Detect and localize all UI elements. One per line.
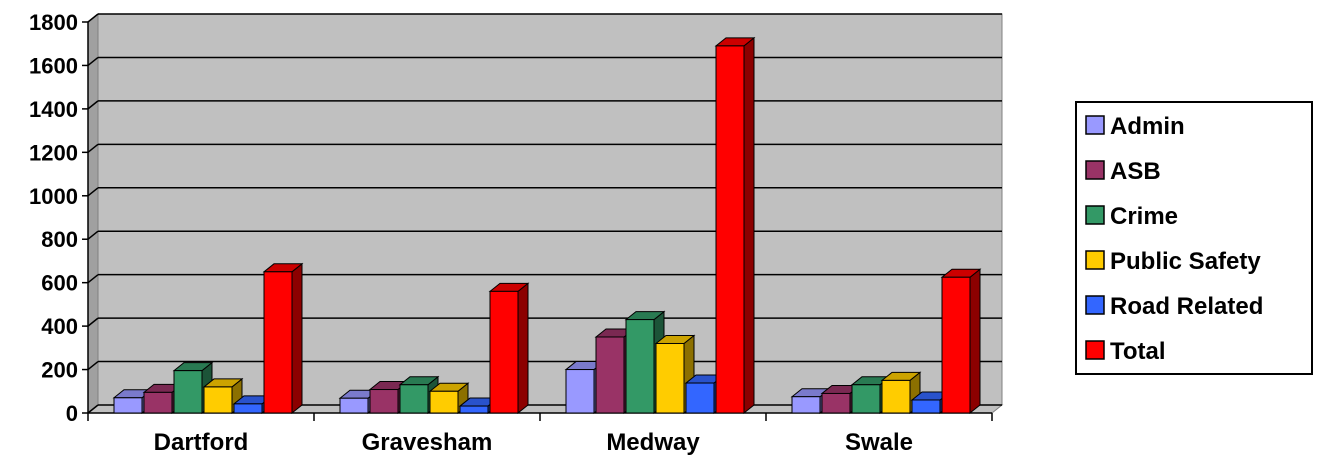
- bar-front: [459, 405, 489, 414]
- bar-total: [488, 282, 530, 415]
- gridline-side: [87, 187, 99, 197]
- legend-swatch: [1085, 340, 1105, 360]
- legend-item: Total: [1085, 338, 1166, 365]
- bar-front: [881, 379, 911, 414]
- bar-side: [517, 282, 529, 415]
- gridline-side: [87, 274, 99, 284]
- legend: Admin ASB Crime Public Safety Road Related To…: [1075, 101, 1313, 375]
- bar-crime: [172, 361, 214, 415]
- y-tick-label: 0: [66, 401, 78, 426]
- gridline-side: [87, 360, 99, 371]
- legend-item: Admin: [1085, 113, 1185, 140]
- gridline-side: [87, 143, 99, 153]
- legend-label: Public Safety: [1110, 248, 1261, 275]
- bar-front: [263, 271, 293, 414]
- bar-total: [714, 36, 756, 415]
- bar-front: [565, 369, 595, 414]
- legend-swatch: [1085, 205, 1105, 225]
- legend-label: Admin: [1110, 113, 1185, 140]
- y-tick-label: 1800: [29, 10, 78, 35]
- y-tick-label: 1000: [29, 184, 78, 209]
- bar-front: [911, 399, 941, 414]
- bar-front: [851, 384, 881, 414]
- bar-front: [113, 397, 143, 414]
- y-tick-label: 400: [41, 314, 78, 339]
- bar-front: [821, 392, 851, 414]
- bar-front: [339, 397, 369, 414]
- bar-admin: [790, 387, 832, 415]
- legend-item: ASB: [1085, 158, 1161, 185]
- y-tick-label: 1600: [29, 53, 78, 78]
- legend-swatch: [1085, 160, 1105, 180]
- legend-label: Crime: [1110, 203, 1178, 230]
- bar-public-safety: [202, 377, 244, 415]
- bar-front: [233, 403, 263, 414]
- bar-total: [940, 268, 982, 415]
- legend-swatch: [1085, 295, 1105, 315]
- legend-swatch: [1085, 115, 1105, 135]
- y-tick-label: 200: [41, 358, 78, 383]
- bar-front: [791, 396, 821, 414]
- legend-box: [1075, 101, 1313, 375]
- legend-item: Public Safety: [1085, 248, 1261, 275]
- x-category-label: Dartford: [154, 429, 249, 456]
- y-tick-label: 1200: [29, 140, 78, 165]
- bar-front: [369, 389, 399, 414]
- bar-front: [685, 382, 715, 414]
- legend-label: Total: [1110, 338, 1166, 365]
- bar-front: [625, 319, 655, 414]
- x-category-label: Swale: [845, 429, 913, 456]
- bar-front: [489, 290, 519, 414]
- bar-total: [262, 262, 304, 415]
- bar-front: [655, 342, 685, 414]
- legend-item: Crime: [1085, 203, 1178, 230]
- bar-front: [173, 370, 203, 414]
- x-category-label: Gravesham: [362, 429, 493, 456]
- bar-side: [969, 268, 981, 415]
- legend-swatch: [1085, 250, 1105, 270]
- plot-side-wall: [87, 12, 99, 415]
- bar-front: [399, 384, 429, 414]
- gridline-side: [87, 230, 99, 240]
- bar-front: [595, 336, 625, 414]
- bar-front: [143, 391, 173, 414]
- gridline-side: [87, 404, 99, 414]
- bar-side: [291, 262, 303, 415]
- bar-front: [941, 276, 971, 414]
- gridline-side: [87, 13, 99, 23]
- y-tick-label: 800: [41, 227, 78, 252]
- plot-back-wall: [97, 13, 1003, 406]
- bar-front: [429, 390, 459, 414]
- x-category-label: Medway: [606, 429, 700, 456]
- y-tick-label: 1400: [29, 97, 78, 122]
- gridline-side: [87, 317, 99, 327]
- legend-item: Road Related: [1085, 293, 1263, 320]
- legend-label: ASB: [1110, 158, 1161, 185]
- y-tick-label: 600: [41, 271, 78, 296]
- gridline-side: [87, 100, 99, 110]
- bar-front: [715, 45, 745, 414]
- gridline-side: [87, 56, 99, 67]
- legend-label: Road Related: [1110, 293, 1263, 320]
- bar-front: [203, 386, 233, 414]
- bar-side: [743, 36, 755, 415]
